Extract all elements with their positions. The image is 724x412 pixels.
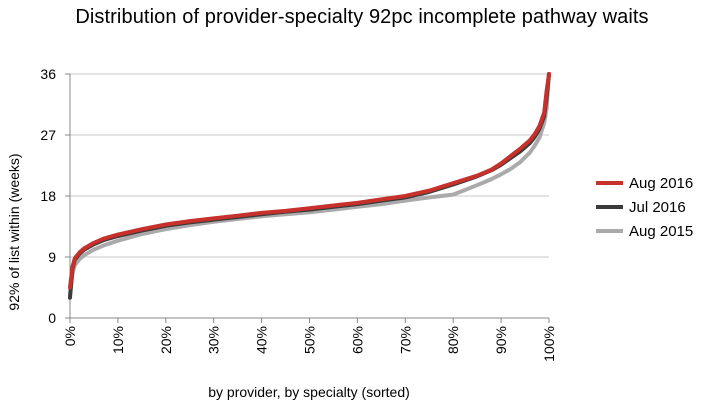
y-axis-label: 92% of list within (weeks) [6, 153, 22, 311]
chart-title: Distribution of provider-specialty 92pc … [75, 6, 649, 28]
x-tick-label: 80% [445, 326, 461, 354]
legend-swatch [596, 181, 623, 185]
legend-label: Aug 2015 [629, 222, 694, 240]
x-tick-label: 50% [302, 326, 318, 354]
x-tick-label: 10% [110, 326, 126, 354]
y-tick-label: 36 [40, 66, 56, 82]
x-axis-label: by provider, by specialty (sorted) [208, 384, 410, 400]
y-tick-label: 9 [48, 249, 56, 265]
x-tick-label: 20% [158, 326, 174, 354]
legend-item: Aug 2016 [596, 171, 722, 195]
x-tick-label: 70% [397, 326, 413, 354]
legend-item: Aug 2015 [596, 219, 722, 243]
legend-swatch [596, 229, 623, 233]
legend-swatch [596, 205, 623, 209]
series-line-aug-2015 [68, 72, 551, 297]
y-tick-label: 18 [40, 188, 56, 204]
y-tick-label: 0 [48, 310, 56, 326]
y-tick-label: 27 [40, 127, 56, 143]
legend-item: Jul 2016 [596, 195, 722, 219]
x-tick-label: 0% [62, 326, 78, 346]
series-line-aug-2016 [68, 72, 551, 290]
legend-label: Aug 2016 [629, 174, 694, 192]
x-tick-label: 60% [349, 326, 365, 354]
x-tick-label: 40% [254, 326, 270, 354]
x-tick-label: 90% [493, 326, 509, 354]
x-tick-label: 100% [541, 326, 557, 362]
legend: Aug 2016 Jul 2016 Aug 2015 [596, 171, 722, 243]
x-tick-label: 30% [206, 326, 222, 354]
legend-label: Jul 2016 [629, 198, 686, 216]
